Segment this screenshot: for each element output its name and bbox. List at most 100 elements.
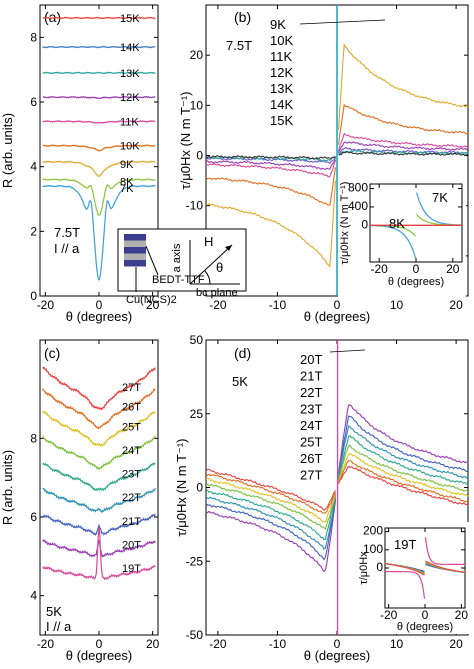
panel-b-inset-xtick-label: 20	[446, 262, 460, 276]
panel-d-inset-series	[384, 563, 425, 576]
panel-c-series-26T	[42, 388, 156, 430]
panel-b-label-14K: 14K	[270, 97, 293, 112]
panel-b-ylabel: τ/μ0Hx (N m T⁻¹)	[178, 92, 193, 190]
panel-d-xlabel: θ (degrees)	[304, 648, 370, 663]
panel-d-inset-xtick-label: 0	[422, 608, 429, 622]
panel-d-series-22T	[337, 424, 469, 480]
panel-b-xtick-label: -20	[209, 298, 227, 312]
panel-c-label-25T: 25T	[122, 421, 141, 433]
panel-b-label-13K: 13K	[270, 81, 293, 96]
panel-d-inset-ytick-label: 200	[363, 524, 383, 538]
panel-b-series-15K	[338, 150, 469, 157]
panel-a-label-11K: 11K	[120, 116, 139, 128]
panel-c-tag: (c)	[44, 345, 60, 361]
panel-a-label-12K: 12K	[120, 92, 140, 104]
panel-b-inset-ytick-label: 800	[348, 181, 368, 195]
diagram-layer	[124, 240, 146, 247]
panel-d-series-25T	[205, 477, 337, 523]
panel-a-xtick-label: 20	[146, 298, 160, 312]
panel-c-series-24T	[42, 435, 156, 471]
panel-c-xtick-label: 20	[146, 637, 160, 651]
panel-d-series-25T	[337, 452, 469, 497]
panel-b-series-9K	[205, 180, 337, 268]
panel-a-label-10K: 10K	[120, 141, 140, 153]
panel-c-field: 5K	[46, 604, 62, 619]
panel-d-xtick-label: 10	[390, 637, 404, 651]
panel-d-series-24T	[337, 444, 469, 493]
panel-d-leader-line	[329, 349, 366, 353]
panel-c-series-group	[42, 366, 156, 581]
panel-b-xtick-label: -10	[269, 298, 287, 312]
panel-a-xtick-label: 0	[96, 298, 103, 312]
panel-a-label-14K: 14K	[120, 42, 140, 54]
panel-c-ytick-label: 4	[30, 589, 37, 603]
panel-a-ytick-label: 6	[30, 95, 37, 109]
panel-a-series-15K	[42, 16, 156, 20]
panel-b-inset-xtick-label: 0	[413, 262, 420, 276]
panel-a-label-7K: 7K	[120, 183, 134, 195]
panel-c-ylabel: R (arb. units)	[0, 450, 15, 525]
panel-d-series-22T	[205, 496, 337, 550]
panel-a-series-13K	[42, 71, 156, 75]
panel-d-label-26T: 26T	[300, 451, 322, 466]
panel-d-ytick-label: -25	[186, 554, 204, 568]
panel-c-series-20T	[42, 539, 156, 558]
panel-d-label-25T: 25T	[300, 435, 322, 450]
panel-d-ylabel: τ/μ0Hx (N m T⁻¹)	[174, 439, 189, 537]
panel-d-ytick-label: 0	[196, 481, 203, 495]
panel-b-series-12K	[205, 157, 337, 171]
diagram-bc-label: bc plane	[196, 287, 238, 299]
diagram-h-arrowhead	[225, 245, 232, 251]
panel-d-series-21T	[205, 498, 337, 561]
panel-d-tag: (d)	[234, 345, 251, 361]
panel-d-inset-label-19T: 19T	[394, 537, 416, 552]
panel-b-ytick-label: -10	[186, 199, 204, 213]
panel-c-label-27T: 27T	[122, 382, 141, 394]
panel-c-label-23T: 23T	[122, 469, 141, 481]
panel-a-series-12K	[42, 95, 156, 100]
panel-c-series-27T	[42, 366, 156, 411]
panel-a-ylabel: R (arb. units)	[0, 113, 15, 188]
panel-c-current: I // a	[46, 619, 72, 634]
panel-b-field: 7.5T	[226, 38, 252, 53]
panel-d-inset-xlabel: θ (degrees)	[397, 621, 453, 633]
panel-b-label-9K: 9K	[270, 17, 286, 32]
panel-d-label-22T: 22T	[300, 385, 322, 400]
diagram-layer	[124, 247, 146, 254]
panel-d-series-26T	[205, 473, 336, 514]
panel-a-series-7K	[42, 184, 156, 281]
panel-c-label-19T: 19T	[122, 563, 141, 575]
panel-b-inset-label-8K: 8K	[389, 216, 405, 231]
panel-c-ytick-label: 6	[30, 510, 37, 524]
panel-a-label-9K: 9K	[120, 159, 134, 171]
panel-b-inset-ytick-label: 400	[348, 199, 368, 213]
panel-c-series-19T	[42, 527, 156, 581]
panel-d-inset-xtick-label: 20	[455, 608, 469, 622]
panel-b-xtick-label: 10	[390, 298, 404, 312]
panel-a-label-13K: 13K	[120, 68, 140, 80]
panel-b-inset-ytick-label: 0	[361, 217, 368, 231]
panel-a-field: 7.5T	[54, 225, 80, 240]
diagram-theta-label: θ	[216, 260, 223, 275]
panel-b-series-15K	[205, 154, 336, 160]
panel-a-label-15K: 15K	[120, 13, 140, 25]
panel-c-label-22T: 22T	[122, 492, 141, 504]
panel-d-xtick-label: 0	[334, 637, 341, 651]
panel-d-series-21T	[337, 415, 469, 478]
panel-d-inset-ytick-label: 0	[376, 560, 383, 574]
diagram-cu-label: Cu(NCS)2	[126, 294, 177, 306]
panel-a-ytick-label: 0	[30, 289, 37, 303]
panel-a-ytick-label: 4	[30, 160, 37, 174]
panel-b-ytick-label: 0	[196, 149, 203, 163]
panel-b-tag: (b)	[234, 9, 251, 25]
panel-b-leader-line	[299, 19, 386, 25]
panel-a-series-14K	[42, 45, 156, 49]
panel-a-current: I // a	[54, 241, 80, 256]
panel-a-xlabel: θ (degrees)	[66, 309, 132, 324]
panel-d-inset-bg	[359, 522, 469, 634]
panel-c-xtick-label: -20	[37, 637, 55, 651]
panel-c-label-26T: 26T	[122, 402, 141, 414]
panel-b-inset-ylabel: τ/μ0Hx (N m T⁻¹)	[339, 182, 351, 265]
panel-a-series-8K	[42, 178, 156, 216]
